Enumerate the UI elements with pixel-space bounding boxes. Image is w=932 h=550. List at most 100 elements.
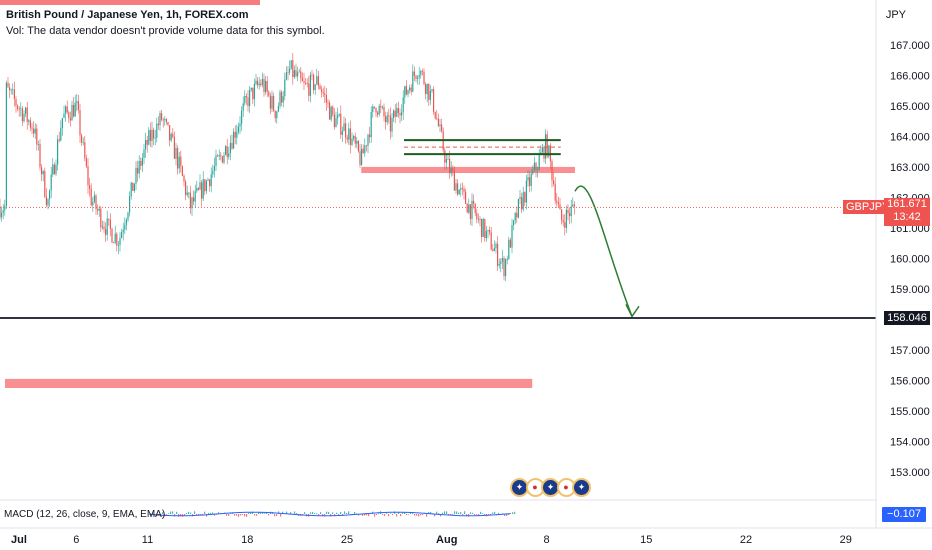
candle-body: [253, 83, 255, 100]
candle-body: [231, 142, 233, 149]
candle-body: [250, 87, 252, 91]
candle-body: [66, 106, 68, 113]
macd-histogram-bar: [426, 514, 428, 517]
candle-body: [258, 83, 260, 86]
candle-body: [154, 137, 156, 139]
candle-body: [469, 204, 471, 219]
candle-body: [13, 89, 15, 100]
candle-body: [505, 259, 507, 277]
candle-body: [535, 162, 537, 170]
candle-body: [425, 83, 427, 95]
macd-histogram-bar: [358, 514, 360, 516]
candle-body: [170, 133, 172, 141]
candle-body: [426, 84, 428, 95]
candle-body: [263, 79, 265, 93]
last-price-value: 161.671: [887, 198, 927, 210]
macd-histogram-bar: [340, 511, 342, 514]
candle-body: [282, 96, 284, 103]
candle-body: [389, 115, 391, 132]
macd-histogram-bar: [160, 514, 162, 515]
candle-body: [237, 126, 239, 132]
time-tick-label: 6: [73, 534, 79, 546]
macd-histogram-bar: [310, 512, 312, 514]
candle-body: [317, 76, 319, 86]
candle-body: [161, 113, 163, 120]
macd-histogram-bar: [246, 514, 248, 517]
candle-body: [391, 117, 393, 132]
candle-body: [225, 146, 227, 155]
macd-histogram-bar: [382, 514, 384, 516]
candle-body: [261, 79, 263, 85]
macd-histogram-bar: [336, 512, 338, 514]
candle-body: [485, 231, 487, 239]
macd-histogram-bar: [250, 512, 252, 514]
macd-histogram-bar: [436, 511, 438, 514]
candle-body: [151, 129, 153, 141]
candle-body: [212, 170, 214, 175]
macd-histogram-bar: [420, 514, 422, 516]
macd-histogram-bar: [374, 514, 376, 517]
macd-histogram-bar: [454, 511, 456, 514]
macd-histogram-bar: [326, 511, 328, 514]
candle-body: [362, 148, 364, 154]
candle-body: [525, 180, 527, 203]
macd-histogram-bar: [248, 512, 250, 514]
candle-body: [273, 95, 275, 111]
candle-body: [375, 108, 377, 113]
candle-body: [482, 219, 484, 237]
candle-body: [165, 119, 167, 122]
candle-body: [44, 171, 46, 197]
candle-body: [332, 106, 334, 115]
macd-histogram-bar: [176, 511, 178, 514]
time-tick-label: 29: [840, 534, 852, 546]
candle-body: [455, 183, 457, 191]
macd-histogram-bar: [332, 512, 334, 514]
macd-histogram-bar: [472, 512, 474, 514]
arrow-head: [625, 304, 640, 318]
candle-body: [92, 201, 94, 206]
candle-body: [508, 239, 510, 260]
candle-body: [378, 105, 380, 115]
macd-histogram-bar: [480, 511, 482, 514]
candle-body: [527, 177, 529, 181]
candle-body: [321, 89, 323, 93]
candle-body: [373, 106, 375, 109]
macd-histogram-bar: [278, 511, 280, 514]
macd-histogram-bar: [168, 513, 170, 514]
candle-body: [359, 151, 361, 165]
candle-body: [162, 119, 164, 121]
candle-body: [410, 87, 412, 92]
candle-body: [109, 219, 111, 229]
candle-body: [340, 113, 342, 135]
candle-body: [412, 71, 414, 92]
candle-body: [108, 218, 110, 220]
macd-histogram-bar: [514, 511, 516, 514]
candle-body: [223, 154, 225, 163]
macd-histogram-bar: [504, 514, 506, 516]
candle-body: [514, 212, 516, 221]
candle-body: [557, 202, 559, 205]
uk-flag-icon[interactable]: ✦: [572, 478, 591, 497]
candle-body: [103, 226, 105, 230]
candle-body: [474, 203, 476, 214]
candle-body: [537, 169, 539, 171]
candle-body: [226, 146, 228, 157]
macd-legend[interactable]: MACD (12, 26, close, 9, EMA, EMA): [4, 509, 166, 520]
candle-body: [194, 191, 196, 202]
macd-histogram-bar: [498, 512, 500, 514]
candle-body: [196, 188, 198, 192]
macd-histogram-bar: [438, 513, 440, 514]
macd-histogram-bar: [384, 514, 386, 516]
candle-body: [397, 108, 399, 114]
price-tick-label: 154.000: [890, 436, 930, 448]
time-tick-label: 15: [640, 534, 652, 546]
candle-body: [517, 199, 519, 218]
candle-body: [473, 200, 475, 204]
candle-body: [127, 212, 129, 220]
candle-body: [191, 197, 193, 209]
time-tick-label: 25: [341, 534, 353, 546]
macd-histogram-bar: [466, 514, 468, 517]
candle-body: [21, 108, 23, 122]
macd-histogram-bar: [368, 514, 370, 517]
